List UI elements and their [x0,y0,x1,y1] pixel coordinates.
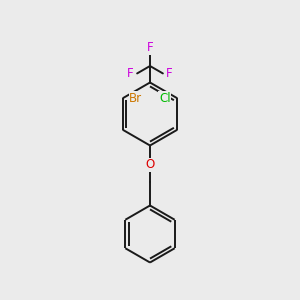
Text: Br: Br [129,92,142,105]
Text: O: O [146,158,154,172]
Text: F: F [127,67,134,80]
Text: Cl: Cl [159,92,171,105]
Text: F: F [147,41,153,54]
Text: F: F [166,67,173,80]
